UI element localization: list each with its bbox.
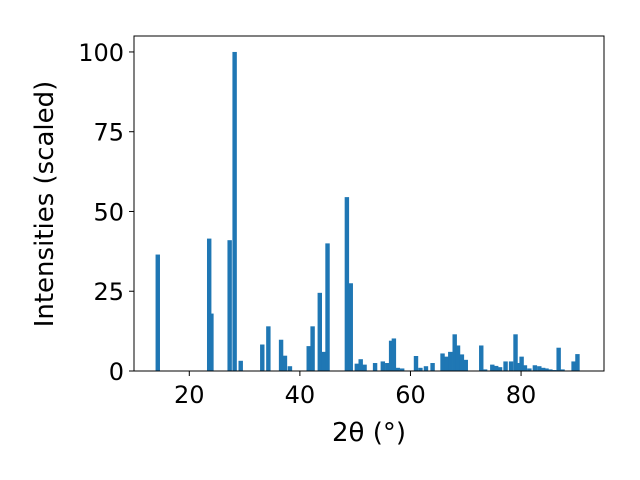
bar [325, 243, 330, 371]
bar [232, 51, 237, 371]
bar [497, 367, 503, 371]
bar [532, 365, 538, 371]
bar [399, 368, 405, 371]
bar [448, 351, 453, 371]
bar [455, 345, 461, 371]
bar [560, 369, 565, 371]
bars [155, 51, 580, 371]
y-axis-ticks: 0 25 50 75 100 [78, 39, 134, 386]
bar [418, 367, 423, 371]
bar [282, 355, 288, 371]
bar [348, 283, 353, 371]
x-tick-label: 60 [395, 381, 426, 409]
y-tick-label: 100 [78, 39, 124, 67]
y-tick-label: 25 [93, 278, 124, 306]
bar [463, 359, 468, 371]
bar [354, 363, 360, 371]
bar [206, 238, 212, 371]
bar [519, 356, 524, 371]
bar [321, 351, 326, 371]
bar [513, 334, 518, 371]
bar [452, 334, 457, 371]
x-tick-label: 80 [506, 381, 537, 409]
x-axis-ticks: 20 40 60 80 [174, 371, 536, 409]
bar [395, 367, 400, 371]
bar [385, 363, 390, 371]
bar [238, 360, 243, 371]
bar [516, 363, 521, 371]
y-tick-label: 50 [93, 198, 124, 226]
bar [209, 313, 214, 371]
y-tick-label: 0 [109, 358, 124, 386]
bar [423, 366, 429, 371]
x-tick-label: 40 [285, 381, 316, 409]
bar [482, 369, 488, 371]
bar [440, 353, 445, 371]
bar [508, 361, 514, 371]
bar [266, 326, 271, 371]
bar [317, 292, 322, 371]
bar [490, 364, 495, 371]
bar [155, 254, 160, 371]
bar [391, 338, 397, 371]
bar [260, 344, 265, 371]
bar [544, 368, 549, 371]
bar [227, 240, 232, 371]
bar [310, 326, 315, 371]
bar [444, 356, 449, 371]
bar [548, 369, 553, 371]
bar [527, 368, 532, 371]
bar [358, 359, 363, 371]
bar [372, 363, 378, 371]
bar [306, 346, 311, 371]
bar [388, 340, 394, 371]
bar [571, 361, 576, 371]
bar [459, 354, 465, 371]
bar [537, 366, 542, 371]
bar [540, 367, 546, 371]
bar [556, 347, 561, 371]
bar [362, 364, 367, 371]
bar [380, 361, 386, 371]
bar [522, 365, 528, 371]
plot-frame [133, 35, 605, 372]
bar [287, 366, 293, 371]
bar [413, 356, 419, 371]
y-tick-label: 75 [93, 119, 124, 147]
bar [278, 339, 284, 371]
y-axis-label: Intensities (scaled) [30, 81, 60, 328]
x-tick-label: 20 [174, 381, 205, 409]
bar [479, 345, 484, 371]
bar [430, 363, 435, 371]
x-axis-label: 2θ (°) [332, 418, 406, 448]
bar [493, 365, 499, 371]
bar [344, 197, 350, 371]
bar [503, 361, 508, 371]
bar [575, 354, 580, 371]
